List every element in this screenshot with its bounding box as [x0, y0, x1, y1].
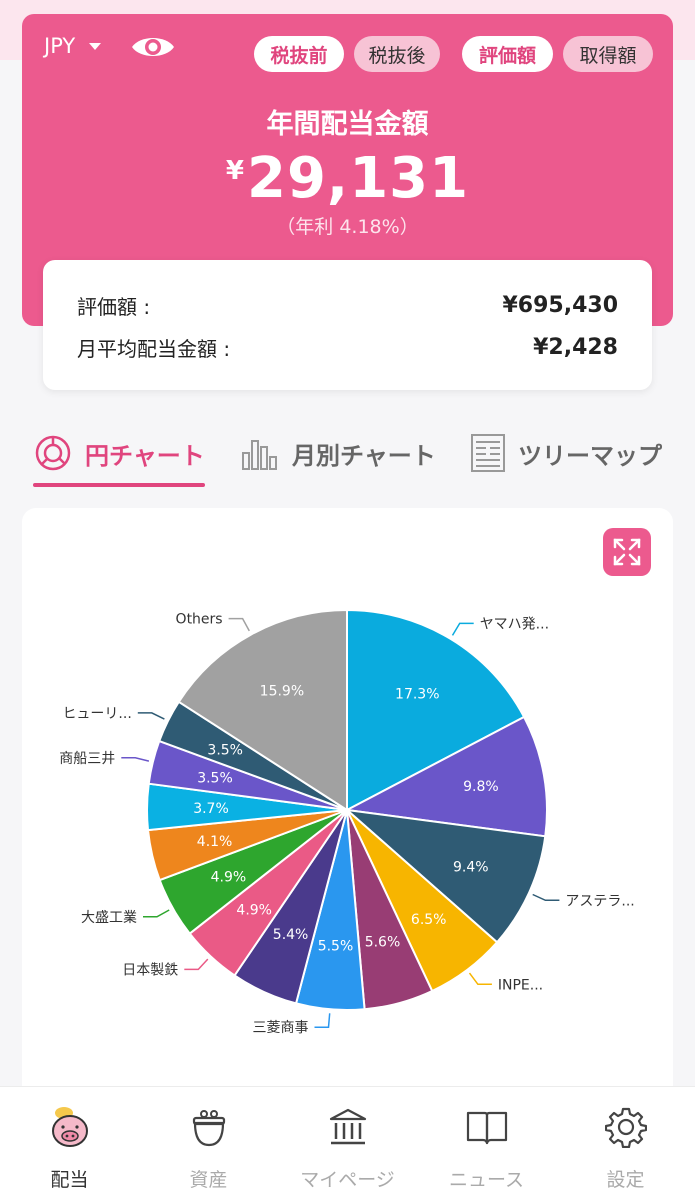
summary-card: 評価額 : ¥695,430 月平均配当金額 : ¥2,428	[43, 260, 652, 390]
pie-slice-percent-label: 9.8%	[463, 779, 499, 795]
annual-dividend-title: 年間配当金額	[266, 109, 429, 140]
pie-slice-name-label: ヤマハ発...	[480, 616, 549, 632]
pie-slice[interactable]	[177, 608, 348, 812]
pie-leader-line	[137, 712, 165, 720]
currency-label: JPY	[44, 34, 76, 58]
pie-slice-percent-label: 6.5%	[411, 912, 447, 928]
pie-slice-percent-label: 4.9%	[211, 870, 247, 886]
pie-slice-percent-label: 5.5%	[318, 939, 354, 955]
bank-building-icon	[329, 1108, 366, 1145]
eye-icon[interactable]	[130, 32, 176, 62]
open-book-icon	[466, 1111, 507, 1145]
monthly-average-row: 月平均配当金額 : ¥2,428	[77, 332, 618, 362]
pie-slice-percent-label: 3.5%	[207, 742, 243, 758]
tax-before-toggle[interactable]: 税抜前	[254, 36, 344, 72]
pie-slice-percent-label: 3.5%	[197, 770, 233, 786]
active-tab-indicator	[33, 483, 205, 487]
pie-leader-line	[121, 757, 150, 762]
tab-monthly-chart-label: 月別チャート	[292, 441, 436, 470]
valuation-toggle[interactable]: 評価額	[462, 36, 553, 72]
piggy-bank-icon	[51, 1107, 88, 1147]
pie-chart-card: 17.3% ヤマハ発... 9.8% 9.4% アステラ... 6.5% INPE... 5.…	[22, 508, 673, 1108]
pie-slice-name-label: Others	[176, 612, 223, 628]
nav-mypage[interactable]: マイページ	[278, 1087, 417, 1200]
pie-leader-line	[451, 622, 474, 636]
tax-after-toggle[interactable]: 税抜後	[354, 36, 440, 72]
pie-chart-icon	[35, 435, 71, 471]
pie-slice-percent-label: 3.7%	[193, 801, 229, 817]
nav-assets[interactable]: 資産	[139, 1087, 278, 1200]
caret-down-icon	[89, 42, 102, 50]
monthly-average-value: ¥2,428	[533, 334, 618, 360]
pie-slice-name-label: INPE...	[498, 977, 543, 993]
pie-slice-name-label: 商船三井	[59, 751, 115, 767]
pie-leader-line	[143, 909, 170, 918]
bar-chart-icon	[242, 440, 277, 470]
tab-treemap[interactable]: ツリーマップ	[470, 425, 662, 481]
pie-slice-percent-label: 4.1%	[197, 834, 233, 850]
nav-assets-label: 資産	[189, 1169, 228, 1191]
treemap-icon	[471, 434, 505, 472]
wallet-icon	[192, 1110, 225, 1147]
yen-symbol: ¥	[225, 156, 245, 186]
pie-leader-line	[468, 972, 492, 986]
pie-slice-percent-label: 5.4%	[273, 927, 309, 943]
tab-treemap-label: ツリーマップ	[518, 441, 662, 470]
bottom-navigation: 配当 資産 マイページ	[0, 1086, 695, 1200]
pie-slice-percent-label: 4.9%	[236, 902, 272, 918]
acquisition-toggle[interactable]: 取得額	[563, 36, 653, 72]
annual-yield: （年利 4.18%）	[276, 216, 419, 238]
pie-slice-name-label: 三菱商事	[253, 1020, 309, 1036]
pie-leader-line	[532, 893, 560, 902]
expand-icon	[613, 538, 641, 566]
tab-monthly-chart[interactable]: 月別チャート	[240, 425, 436, 481]
pie-leader-line	[228, 617, 250, 632]
nav-mypage-label: マイページ	[300, 1169, 395, 1191]
gear-icon	[604, 1107, 647, 1148]
pie-leader-line	[184, 958, 209, 971]
dividend-pie-chart: 17.3% ヤマハ発... 9.8% 9.4% アステラ... 6.5% INPE... 5.…	[59, 608, 635, 1036]
pie-slice-percent-label: 5.6%	[365, 934, 401, 950]
nav-settings[interactable]: 設定	[556, 1087, 695, 1200]
pie-leader-line	[314, 1013, 331, 1028]
chart-tabs: 円チャート 月別チャート ツリーマップ	[0, 425, 695, 490]
pie-slice-name-label: ヒューリ...	[62, 706, 131, 722]
pie-slice-percent-label: 9.4%	[453, 859, 489, 875]
nav-dividend-label: 配当	[50, 1169, 89, 1191]
pie-slice-name-label: 日本製鉄	[122, 962, 178, 978]
tab-pie-chart-label: 円チャート	[85, 441, 205, 470]
valuation-row: 評価額 : ¥695,430	[77, 290, 618, 320]
nav-dividend[interactable]: 配当	[0, 1087, 139, 1200]
pie-slice-percent-label: 15.9%	[260, 684, 304, 700]
monthly-average-label: 月平均配当金額 :	[77, 336, 231, 361]
tab-pie-chart[interactable]: 円チャート	[33, 425, 205, 481]
pie-slice-name-label: 大盛工業	[81, 910, 137, 926]
amount-value: 29,131	[246, 146, 470, 211]
annual-dividend-amount: ¥29,131	[22, 146, 673, 211]
expand-chart-button[interactable]	[603, 528, 651, 576]
nav-settings-label: 設定	[606, 1169, 645, 1191]
nav-news[interactable]: ニュース	[417, 1087, 556, 1200]
pie-slice[interactable]	[343, 715, 548, 838]
pie-slice-name-label: アステラ...	[565, 893, 634, 909]
valuation-label: 評価額 :	[77, 294, 151, 319]
currency-selector[interactable]: JPY	[44, 34, 102, 58]
pie-slice[interactable]	[346, 608, 526, 812]
valuation-value: ¥695,430	[502, 292, 618, 318]
pie-slice[interactable]	[343, 808, 547, 944]
nav-news-label: ニュース	[448, 1169, 525, 1191]
pie-slice-percent-label: 17.3%	[395, 687, 439, 703]
